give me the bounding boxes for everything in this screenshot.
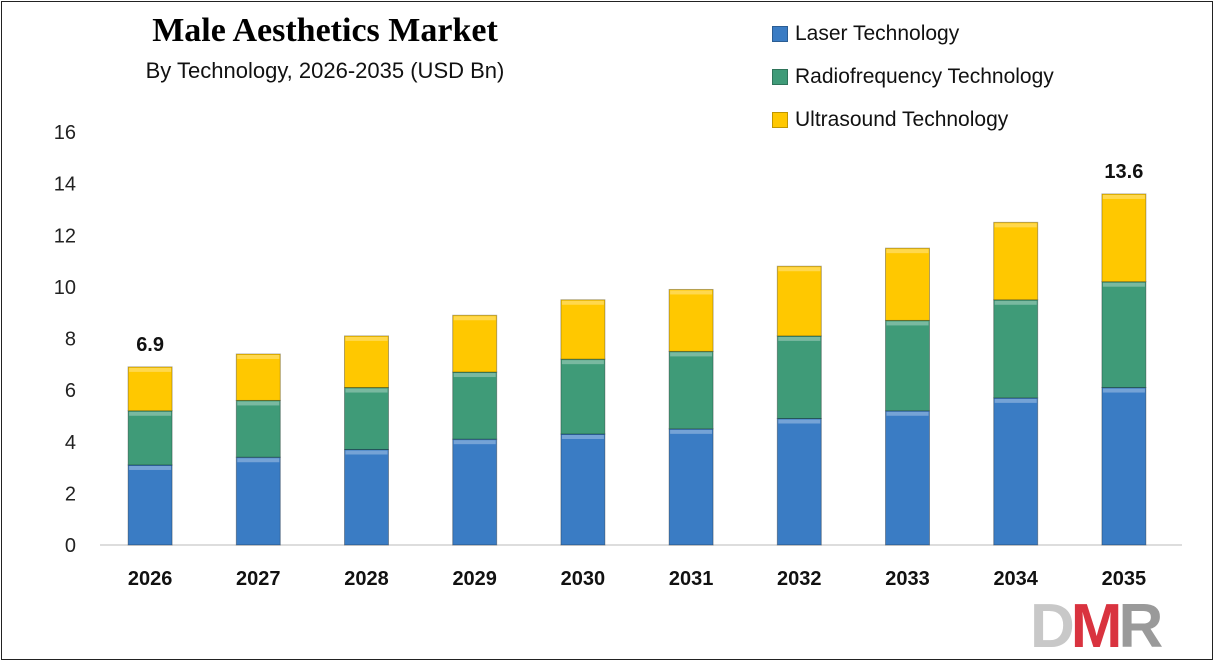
bar-segment-laser-technology [127,464,173,546]
legend-swatch [772,68,788,85]
y-tick-label: 4 [65,432,76,454]
bar-segment-laser-technology [1101,387,1147,546]
x-tick-label: 2031 [669,568,714,590]
bar-segment-radiofrequency-technology [452,371,498,440]
bar-bevel-highlight [129,411,172,416]
bar-bevel-highlight [237,354,280,359]
bar-bevel-highlight [345,450,388,455]
bar-segment-laser-technology [993,397,1039,546]
bar-segment-radiofrequency-technology [127,410,173,466]
bar-bevel-highlight [886,411,929,416]
bar-bevel-highlight [1102,282,1145,287]
bar-segment-radiofrequency-technology [344,387,389,450]
x-tick-label: 2028 [344,568,389,590]
legend-item-laser: Laser Technology [772,12,1054,55]
bar-bevel-highlight [453,316,496,321]
bar-segment-laser-technology [235,456,281,546]
y-tick-label: 0 [65,535,76,557]
bar-segment-ultrasound-technology [344,335,389,389]
x-tick-label: 2026 [128,568,173,590]
bar-segment-ultrasound-technology [452,314,498,373]
data-label: 13.6 [1104,161,1143,183]
x-tick-label: 2033 [885,568,930,590]
bar-segment-radiofrequency-technology [776,335,822,420]
y-tick-label: 10 [54,277,76,299]
bar-segment-ultrasound-technology [1101,193,1147,283]
bar-segment-laser-technology [776,418,822,546]
bar-segment-laser-technology [344,448,389,546]
bar-bevel-highlight [1102,388,1145,393]
bar-bevel-highlight [778,336,821,341]
bar-bevel-highlight [994,223,1037,228]
x-tick-label: 2032 [777,568,822,590]
legend: Laser Technology Radiofrequency Technolo… [772,12,1054,141]
bar-bevel-highlight [237,458,280,463]
y-tick-label: 6 [65,380,76,402]
bar-segment-radiofrequency-technology [235,399,281,458]
bar-bevel-highlight [1102,194,1145,199]
bar-bevel-highlight [778,267,821,272]
y-tick-label: 16 [54,122,76,144]
bar-segment-ultrasound-technology [560,299,606,360]
bar-segment-ultrasound-technology [993,221,1039,301]
y-tick-label: 8 [65,329,76,351]
bar-segment-radiofrequency-technology [993,299,1039,399]
bar-bevel-highlight [561,360,604,365]
bar-bevel-highlight [778,419,821,424]
bar-bevel-highlight [345,388,388,393]
bar-segment-ultrasound-technology [885,247,930,321]
chart-title: Male Aesthetics Market [152,12,498,49]
bar-bevel-highlight [886,249,929,254]
bar-bevel-highlight [670,352,713,357]
bar-bevel-highlight [994,398,1037,403]
legend-label: Laser Technology [795,21,960,45]
x-tick-label: 2035 [1102,568,1147,590]
bar-bevel-highlight [129,465,172,470]
bar-segment-radiofrequency-technology [668,350,714,430]
bar-segment-laser-technology [885,410,930,546]
x-tick-label: 2034 [993,568,1038,590]
legend-label: Ultrasound Technology [795,107,1009,131]
bar-bevel-highlight [670,290,713,295]
dmr-logo: DMR [1030,592,1163,661]
bar-bevel-highlight [345,336,388,341]
chart-subtitle: By Technology, 2026-2035 (USD Bn) [145,58,505,83]
legend-swatch [772,111,788,128]
bar-segment-ultrasound-technology [127,366,173,412]
bar-segment-ultrasound-technology [668,288,714,352]
bar-segment-laser-technology [452,438,498,546]
bar-segment-laser-technology [560,433,606,546]
bar-bevel-highlight [129,367,172,372]
bar-segment-ultrasound-technology [235,353,281,401]
x-tick-label: 2029 [452,568,497,590]
x-tick-label: 2027 [236,568,281,590]
y-tick-label: 2 [65,483,76,505]
x-tick-label: 2030 [561,568,606,590]
legend-item-ultrasound: Ultrasound Technology [772,98,1054,141]
data-label: 6.9 [136,334,164,356]
bar-bevel-highlight [886,321,929,326]
y-tick-label: 12 [54,225,76,247]
bar-bevel-highlight [994,300,1037,305]
y-tick-label: 14 [54,174,76,196]
bar-segment-radiofrequency-technology [560,358,606,435]
bar-segment-radiofrequency-technology [1101,281,1147,389]
bar-bevel-highlight [561,435,604,440]
legend-label: Radiofrequency Technology [795,64,1054,88]
bar-bevel-highlight [453,440,496,445]
bar-bevel-highlight [561,300,604,305]
bar-bevel-highlight [237,401,280,406]
bar-bevel-highlight [453,373,496,378]
bar-segment-ultrasound-technology [776,265,822,337]
legend-item-radiofrequency: Radiofrequency Technology [772,55,1054,98]
legend-swatch [772,25,788,42]
bar-segment-laser-technology [668,428,714,546]
bar-segment-radiofrequency-technology [885,319,930,412]
bar-bevel-highlight [670,429,713,434]
